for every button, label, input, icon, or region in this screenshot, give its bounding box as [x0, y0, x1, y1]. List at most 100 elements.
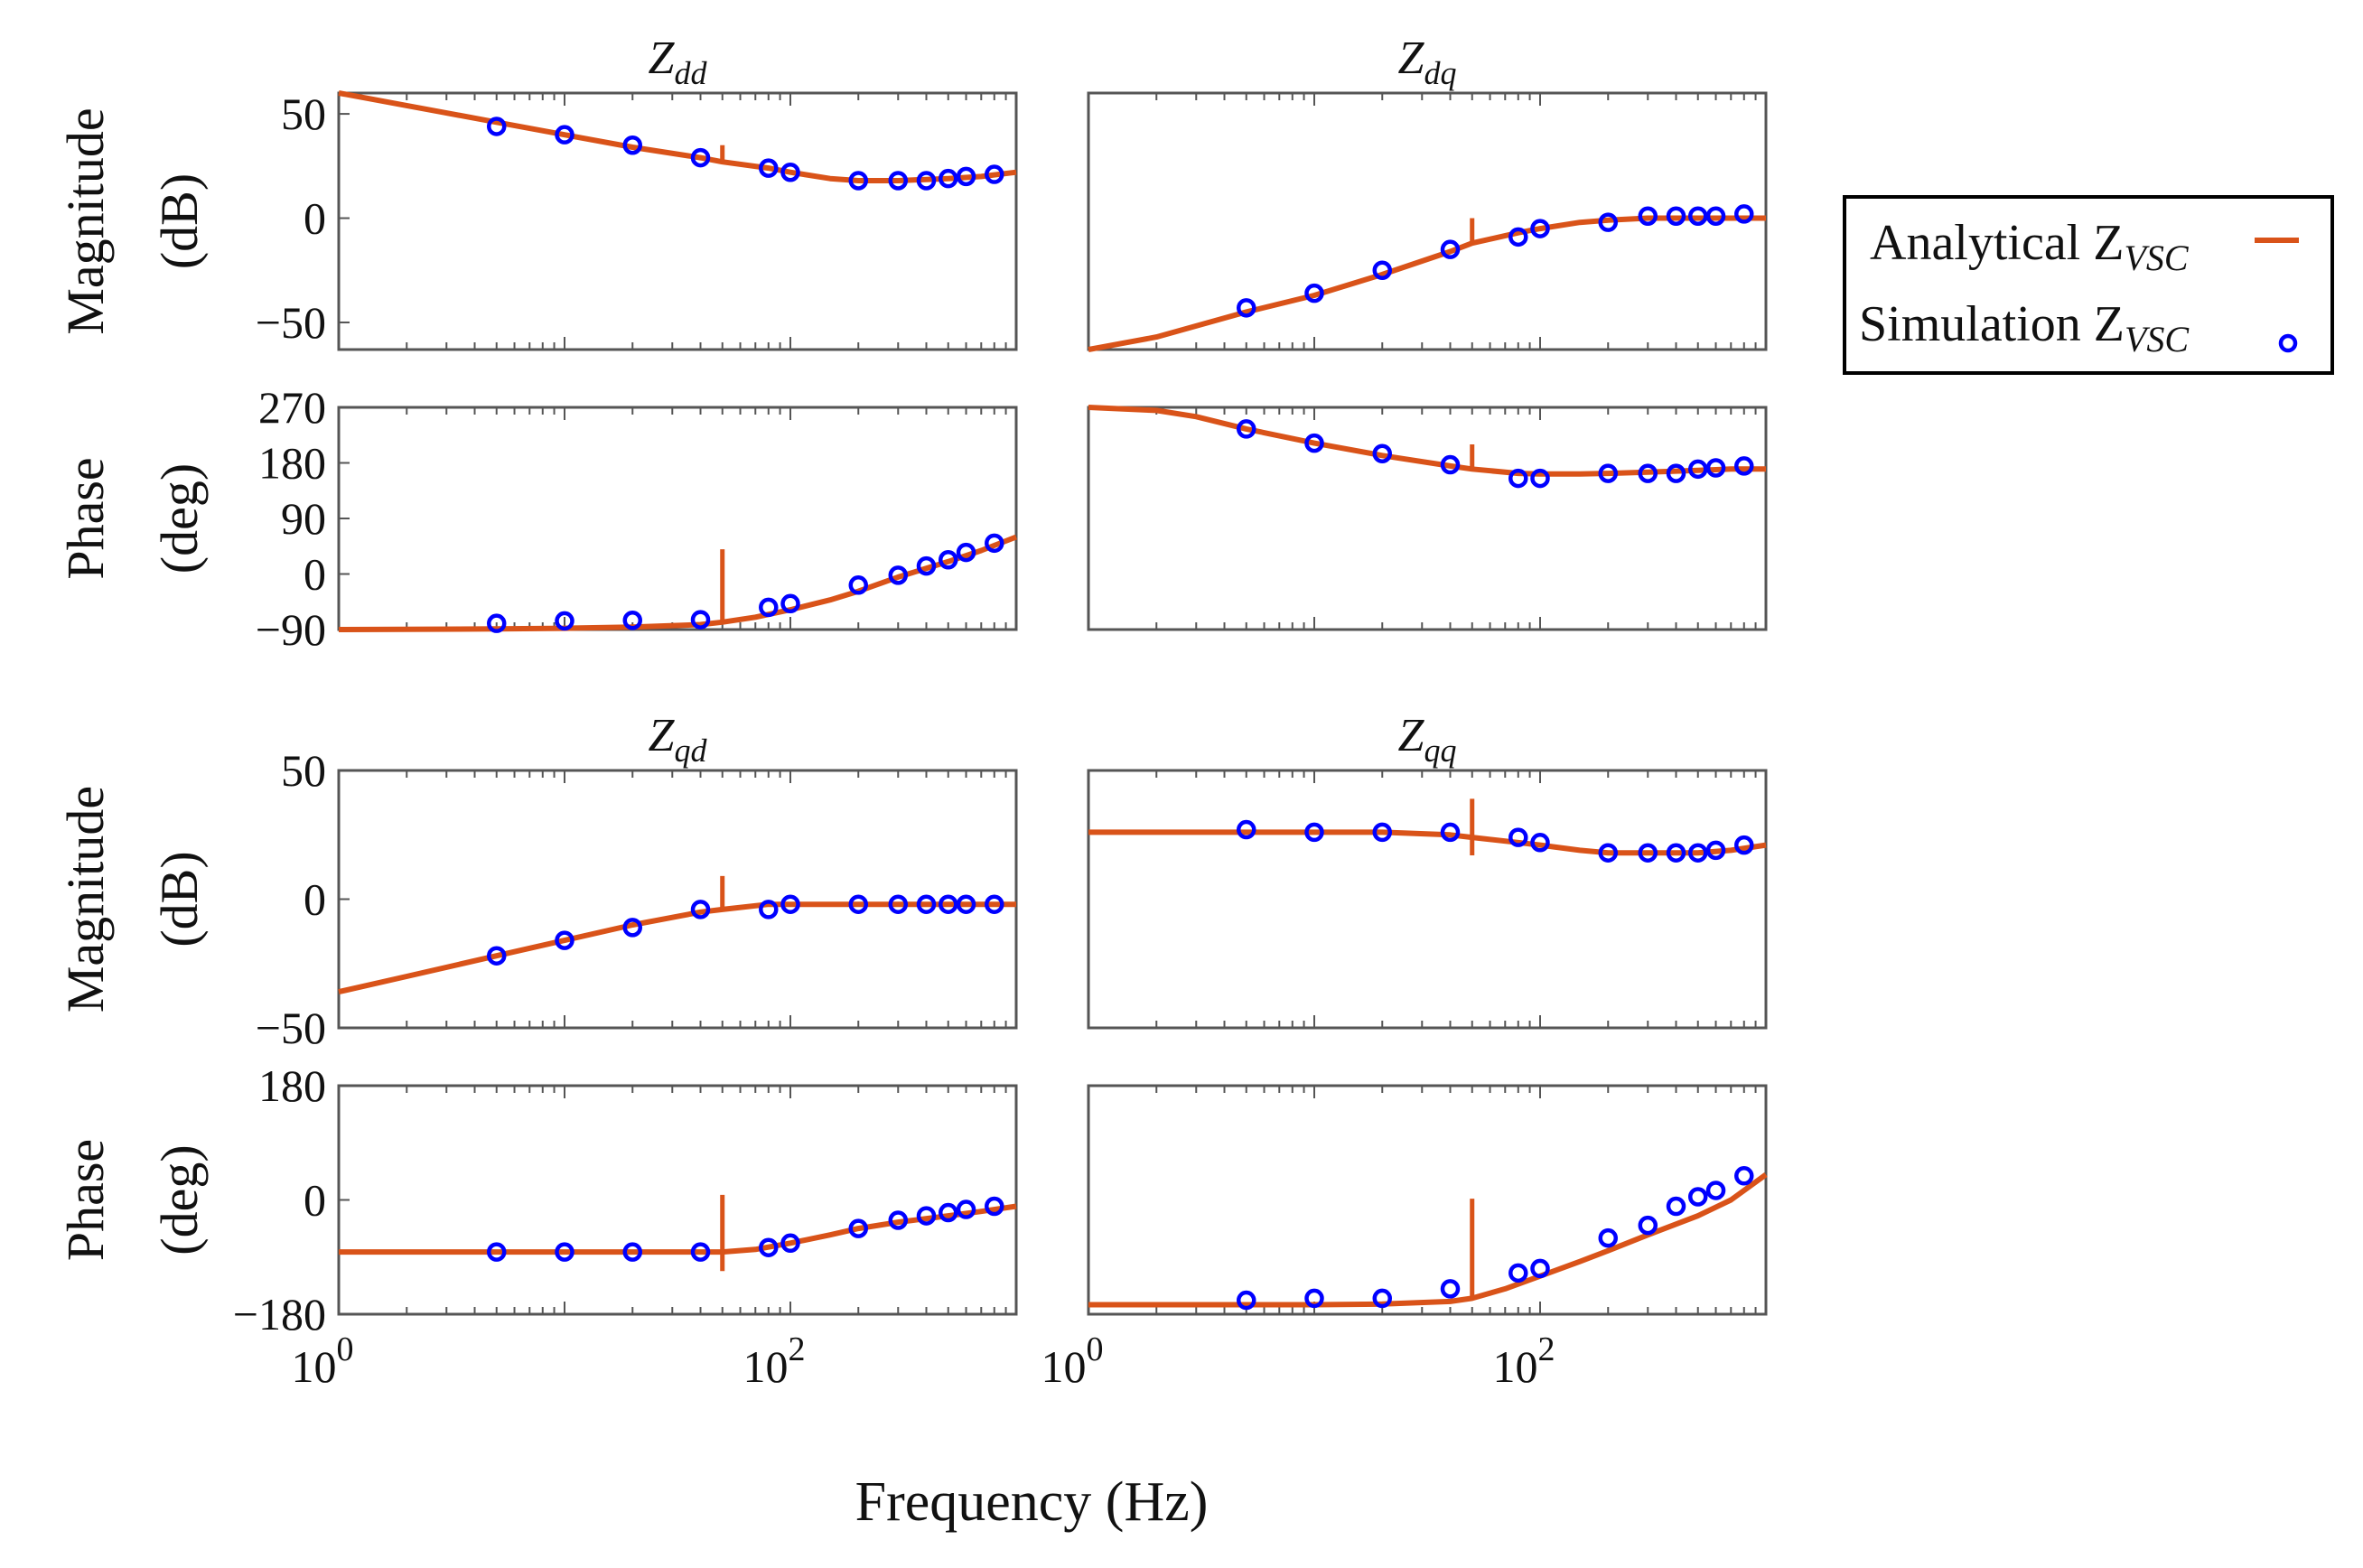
simulation-point	[486, 1242, 507, 1262]
simulation-point	[1666, 1196, 1686, 1217]
simulation-point	[888, 1210, 909, 1230]
simulation-point	[956, 542, 976, 563]
simulation-point	[956, 1199, 976, 1219]
x-tick-label: 100	[292, 1330, 354, 1392]
simulation-point	[1734, 835, 1754, 855]
y-axis-unit: (deg)	[150, 1144, 209, 1255]
y-tick-label: 180	[258, 1060, 326, 1111]
y-axis-unit: (dB)	[150, 173, 209, 269]
panel-frame	[337, 1084, 1018, 1316]
simulation-point	[916, 171, 937, 191]
simulation-point	[1687, 459, 1708, 480]
labels-layer: Zdd Zdq Zqd Zqq 100 102 100 102 Magnitude (dB) Pha…	[56, 33, 1555, 1392]
panel-zdq-phase	[1087, 405, 1768, 631]
simulation-point	[1598, 463, 1619, 483]
simulation-point	[622, 918, 643, 938]
simulation-point	[555, 930, 574, 950]
simulation-point	[1687, 206, 1708, 226]
simulation-point	[1372, 260, 1393, 281]
legend-simulation-marker	[2278, 333, 2298, 353]
simulation-point	[1638, 206, 1658, 226]
simulation-point	[1508, 227, 1528, 247]
simulation-point	[1638, 463, 1658, 483]
y-tick-label: −50	[256, 297, 326, 348]
simulation-point	[1508, 468, 1528, 489]
analytical-curve	[338, 901, 1016, 995]
simulation-point	[1687, 843, 1708, 863]
simulation-point	[622, 135, 643, 155]
y-axis-unit: (dB)	[150, 851, 209, 947]
simulation-point	[1372, 443, 1393, 463]
y-tick-label: 0	[304, 1175, 326, 1226]
panel-title-zdd-mag: Zdd	[649, 33, 708, 91]
simulation-point	[916, 1206, 937, 1226]
simulation-point	[1304, 1288, 1324, 1309]
simulation-point	[759, 597, 779, 618]
analytical-curve	[1088, 405, 1766, 477]
simulation-point	[985, 164, 1004, 184]
panel-frame	[1087, 406, 1768, 631]
simulation-point	[938, 550, 958, 570]
simulation-point	[690, 610, 711, 630]
simulation-point	[888, 894, 909, 914]
simulation-point	[1734, 1166, 1754, 1186]
simulation-point	[780, 162, 800, 182]
analytical-curve	[339, 1203, 1017, 1255]
simulation-point	[1705, 840, 1726, 861]
analytical-curve	[338, 534, 1018, 632]
simulation-point	[916, 894, 937, 914]
panel-title-zqd-mag: Zqd	[649, 710, 708, 769]
y-tick-label: 180	[258, 438, 326, 489]
x-tick-label: 100	[1041, 1330, 1104, 1392]
simulation-point	[1440, 454, 1461, 475]
simulation-point	[848, 894, 869, 914]
panel-zdq-mag	[1087, 91, 1768, 352]
simulation-point	[1598, 212, 1619, 232]
y-tick-label: −50	[256, 1003, 326, 1053]
y-tick-label: 50	[281, 89, 326, 139]
simulation-point	[759, 1237, 779, 1257]
x-tick-label: 102	[1493, 1330, 1555, 1392]
simulation-point	[555, 611, 574, 631]
y-axis-label: Magnitude	[56, 786, 115, 1013]
simulation-point	[1440, 822, 1461, 843]
panel-frame	[337, 769, 1018, 1030]
simulation-point	[848, 575, 869, 595]
simulation-point	[622, 1242, 643, 1262]
simulation-point	[1304, 433, 1324, 453]
y-axis-unit: (deg)	[150, 463, 209, 574]
simulation-point	[985, 1196, 1004, 1217]
simulation-point	[916, 555, 937, 576]
simulation-point	[1705, 458, 1726, 478]
simulation-point	[888, 565, 909, 585]
simulation-point	[1705, 1181, 1726, 1200]
panel-frame	[1087, 769, 1768, 1030]
analytical-curve	[1088, 215, 1766, 352]
simulation-point	[985, 533, 1004, 554]
simulation-point	[1734, 456, 1754, 476]
panel-frame	[1087, 1084, 1768, 1316]
legend-simulation-label: Simulation ZVSC	[1859, 296, 2190, 359]
simulation-point	[1734, 204, 1754, 224]
simulation-point	[1530, 833, 1550, 853]
legend-analytical-label: Analytical ZVSC	[1870, 215, 2190, 278]
simulation-point	[1372, 1288, 1393, 1309]
simulation-point	[1638, 843, 1658, 863]
simulation-point	[848, 171, 869, 191]
panel-frame	[337, 91, 1018, 351]
simulation-point	[1687, 1187, 1708, 1207]
simulation-point	[1638, 1215, 1658, 1236]
x-tick-label: 102	[743, 1330, 806, 1392]
simulation-point	[1666, 206, 1686, 226]
x-axis-label: Frequency (Hz)	[855, 1471, 1209, 1533]
simulation-point	[690, 1242, 711, 1262]
simulation-point	[1440, 239, 1461, 259]
y-tick-label: 90	[281, 493, 326, 544]
y-tick-label: 0	[304, 193, 326, 244]
y-tick-label: 0	[304, 549, 326, 600]
panel-zqq-phase	[1087, 1084, 1768, 1316]
legend: Analytical ZVSC Simulation ZVSC	[1843, 195, 2334, 375]
